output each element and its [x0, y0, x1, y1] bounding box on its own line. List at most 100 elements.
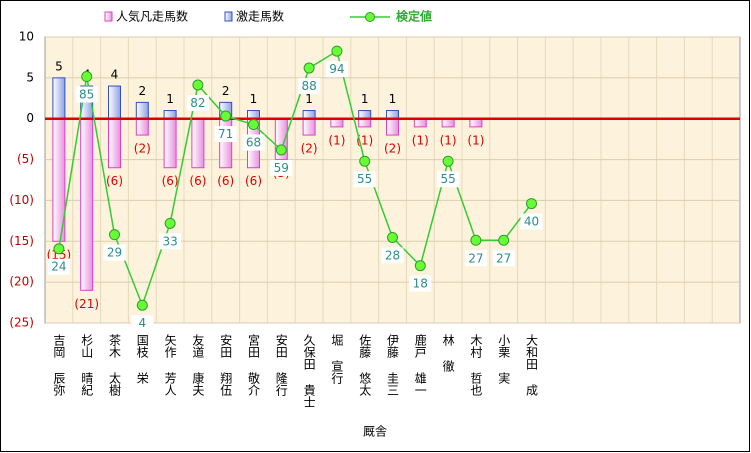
y-tick-label: (10) [9, 193, 34, 207]
y-tick-label: 5 [26, 70, 34, 84]
bar [135, 118, 149, 136]
line-marker [164, 217, 176, 229]
line-marker [303, 62, 315, 74]
legend-swatch [104, 11, 113, 22]
x-tick-label: 茶木 太樹 [108, 333, 122, 396]
x-tick-label: 吉岡 辰弥 [52, 334, 66, 396]
line-marker [470, 234, 482, 246]
line-marker [192, 79, 204, 91]
x-tick-label: 宮田 敬介 [247, 333, 261, 396]
x-tick-label: 佐藤 悠太 [358, 334, 372, 396]
data-label-box [437, 171, 460, 188]
data-label-box [214, 126, 237, 143]
data-label: (6) [189, 174, 206, 188]
data-label-box [47, 258, 70, 275]
data-label: 1 [389, 92, 397, 106]
data-label-box [325, 61, 348, 78]
data-label-box [242, 134, 265, 151]
data-label: 4 [111, 68, 119, 82]
x-tick-label: 小栗 実 [497, 334, 511, 385]
data-label: (1) [440, 133, 457, 147]
legend-marker [365, 12, 375, 22]
data-label-box [159, 233, 182, 250]
bar [108, 118, 121, 169]
data-label: 68 [246, 136, 261, 150]
y-tick-label: (25) [9, 316, 34, 330]
bar [108, 85, 121, 120]
data-label: (6) [245, 174, 262, 188]
bar [52, 77, 66, 120]
line-marker [109, 229, 120, 241]
line-marker [275, 144, 287, 156]
data-label: 1 [250, 92, 258, 106]
line-marker [526, 198, 537, 210]
line-marker [220, 110, 232, 122]
bar [163, 118, 177, 169]
x-tick-label: 林 徹 [441, 334, 455, 372]
data-label: 59 [274, 161, 289, 175]
data-label: 71 [218, 127, 233, 141]
bar [80, 118, 94, 291]
data-label-box [409, 275, 432, 292]
data-label: (15) [47, 248, 72, 262]
data-label: 1 [166, 92, 174, 106]
x-tick-label: 杉山 晴紀 [80, 334, 94, 396]
x-tick-label: 久保田 貴士 [302, 334, 316, 408]
line-marker [387, 231, 398, 243]
data-label: 1 [305, 92, 313, 106]
line-marker [498, 234, 510, 246]
line-marker [414, 260, 426, 272]
x-tick-label: 国枝 栄 [135, 334, 149, 385]
y-tick-label: (5) [17, 152, 34, 166]
x-tick-label: 木村 哲也 [469, 334, 483, 396]
data-label-box [75, 86, 98, 103]
data-label: 28 [385, 248, 400, 262]
line-marker [81, 71, 93, 83]
data-label-box [186, 94, 209, 111]
x-tick-label: 友道 康夫 [191, 334, 205, 397]
data-label-box [353, 171, 376, 188]
data-label: 33 [162, 234, 177, 248]
data-label: 2 [222, 84, 230, 98]
line-marker [136, 299, 148, 311]
x-tick-label: 安田 隆行 [274, 333, 288, 396]
data-label: 27 [496, 251, 511, 265]
line-marker [359, 155, 371, 167]
bar [135, 101, 149, 120]
data-label: (2) [134, 142, 151, 156]
data-label: 5 [55, 59, 63, 73]
bar [191, 118, 205, 169]
data-label: (2) [384, 142, 401, 156]
data-label-box [270, 159, 293, 176]
data-label: 27 [468, 251, 483, 265]
y-tick-label: (15) [9, 234, 34, 248]
legend-label: 人気凡走馬数 [116, 9, 188, 24]
plot-area [44, 36, 741, 324]
data-label: (1) [328, 133, 345, 147]
x-tick-label: 伊藤 圭三 [386, 334, 400, 396]
data-label-box [381, 247, 404, 264]
data-label: (21) [74, 297, 99, 311]
data-label: 82 [190, 96, 205, 110]
data-label: 55 [357, 172, 372, 186]
x-tick-label: 矢作 芳人 [163, 334, 177, 396]
bar [386, 118, 399, 136]
data-label: 55 [440, 172, 455, 186]
legend-label: 激走馬数 [236, 9, 284, 24]
y-tick-label: 10 [19, 30, 34, 44]
data-label: 1 [361, 92, 369, 106]
data-label: (6) [106, 174, 123, 188]
bar [302, 118, 316, 136]
data-label: (6) [162, 174, 179, 188]
y-tick-label: (20) [9, 275, 34, 289]
x-axis-label: 厩舎 [363, 425, 387, 439]
data-label: 40 [524, 215, 539, 229]
line-marker [53, 243, 65, 255]
data-label: 2 [138, 84, 146, 98]
data-label-box [520, 213, 543, 230]
data-label: (1) [412, 133, 429, 147]
data-label: (6) [217, 174, 234, 188]
x-tick-label: 安田 翔伍 [219, 333, 233, 396]
data-label-box [492, 250, 515, 267]
data-label: 94 [329, 62, 344, 76]
